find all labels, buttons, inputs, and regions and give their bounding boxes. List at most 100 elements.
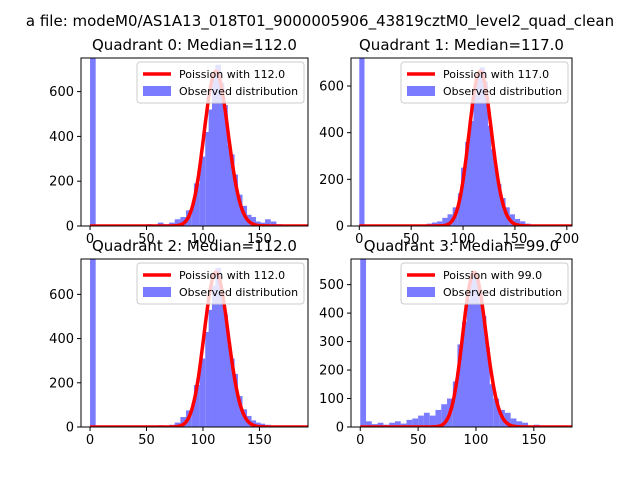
histogram-bar <box>228 358 235 427</box>
axes-frame <box>350 258 573 428</box>
histogram-bar <box>236 194 243 226</box>
histogram-bar <box>480 315 487 427</box>
y-tick-label: 400 <box>49 130 74 145</box>
histogram-bar <box>510 418 517 427</box>
histogram-bar <box>180 417 187 427</box>
x-tick-label: 100 <box>464 433 489 448</box>
histogram-bar <box>377 422 384 427</box>
histogram-bar <box>412 418 419 427</box>
legend-curve-label: Poission with 99.0 <box>443 269 542 282</box>
figure-suptitle: a file: modeM0/AS1A13_018T01_9000005906_… <box>26 12 614 31</box>
histogram-bar <box>225 145 232 226</box>
histogram-bar <box>460 167 467 226</box>
histogram-bar <box>212 285 218 427</box>
x-tick-label: 150 <box>521 433 546 448</box>
y-tick-label: 0 <box>66 220 74 235</box>
histogram-bar <box>504 412 511 427</box>
histogram-bar <box>485 125 492 226</box>
histogram-bar <box>212 78 218 226</box>
histogram-bar <box>208 109 215 226</box>
x-tick-label: 0 <box>86 433 94 448</box>
histogram-bar <box>90 58 96 226</box>
axes-frame <box>80 57 309 227</box>
histogram-bar <box>232 174 238 226</box>
histogram-bar <box>500 198 506 226</box>
x-tick-label: 0 <box>356 433 364 448</box>
histogram-bar <box>199 358 206 427</box>
poisson-curve <box>360 270 572 427</box>
legend-box <box>136 61 305 104</box>
histogram-bar <box>452 381 459 427</box>
x-tick-label: 100 <box>191 232 216 247</box>
histogram-bar <box>359 58 365 226</box>
legend-curve-label: Poission with 112.0 <box>179 269 285 282</box>
histogram-bar <box>215 267 222 427</box>
histogram-bar <box>225 343 232 427</box>
histogram-bar <box>218 294 225 427</box>
x-tick-label: 200 <box>554 232 579 247</box>
histogram-bar <box>492 165 498 226</box>
legend-bar-swatch <box>407 287 435 297</box>
y-tick-label: 200 <box>319 364 344 379</box>
histogram-bar <box>488 149 495 226</box>
histogram-bar <box>193 385 200 427</box>
panel-2: 0 50 100 150 0 200 400 600 Quadrant 2: Median=11… <box>49 237 309 448</box>
histogram-bar <box>457 193 464 226</box>
histogram-bar <box>218 82 225 226</box>
histogram-bar <box>406 419 413 427</box>
histogram-bar <box>484 347 490 427</box>
panel-1: 0 50 100 150 200 0 200 400 600 Quadrant 1: Median… <box>319 36 579 247</box>
y-tick-label: 600 <box>319 80 344 95</box>
histogram-bar <box>457 344 464 427</box>
legend-box <box>136 262 305 305</box>
legend-bar-swatch <box>143 287 171 297</box>
histogram-bar <box>462 321 468 427</box>
histogram-bar <box>473 278 480 427</box>
histogram-bar <box>174 219 181 226</box>
panels: 0 50 100 150 0 200 400 600 Quadrant 0: Median=11… <box>49 36 579 448</box>
panel-0: 0 50 100 150 0 200 400 600 Quadrant 0: Median=11… <box>49 36 309 247</box>
histogram-bar <box>193 183 200 226</box>
histogram-bar <box>205 131 211 226</box>
y-tick-label: 400 <box>319 126 344 141</box>
panel-title: Quadrant 3: Median=99.0 <box>364 237 559 255</box>
histogram-bar <box>522 422 529 427</box>
legend-box <box>400 61 569 104</box>
x-tick-label: 50 <box>410 433 427 448</box>
histogram-bar <box>265 219 271 226</box>
x-tick-label: 50 <box>138 232 155 247</box>
histogram-bar <box>389 422 395 427</box>
y-tick-label: 100 <box>319 392 344 407</box>
histogram-bar <box>514 219 521 226</box>
histogram-bar <box>215 64 222 226</box>
legend-bar-label: Observed distribution <box>443 286 562 299</box>
histogram-bar <box>423 412 430 427</box>
panel-title: Quadrant 2: Median=112.0 <box>92 237 297 255</box>
legend-curve-label: Poission with 117.0 <box>443 68 549 81</box>
y-tick-label: 200 <box>49 175 74 190</box>
x-tick-label: 150 <box>247 433 272 448</box>
x-tick-label: 0 <box>355 232 363 247</box>
histogram-bar <box>429 415 436 427</box>
histogram-bar <box>477 301 483 427</box>
histogram-bar <box>447 214 453 226</box>
axes-frame <box>80 258 309 428</box>
y-tick-label: 300 <box>319 335 344 350</box>
histogram-bar <box>479 67 485 226</box>
histogram-bar <box>466 298 473 427</box>
histogram-bar <box>470 273 476 427</box>
axes-frame <box>350 57 573 227</box>
x-tick-label: 150 <box>247 232 272 247</box>
y-tick-label: 0 <box>336 220 344 235</box>
x-tick-label: 0 <box>86 232 94 247</box>
x-tick-label: 100 <box>191 433 216 448</box>
histogram-bar <box>222 105 228 226</box>
histogram-bar <box>418 415 424 427</box>
histogram-bar <box>228 154 235 226</box>
legend-bar-label: Observed distribution <box>179 85 298 98</box>
histogram-bar <box>465 142 471 226</box>
histogram-bar <box>199 156 206 226</box>
histogram-bar <box>270 221 277 226</box>
y-tick-label: 0 <box>336 421 344 436</box>
